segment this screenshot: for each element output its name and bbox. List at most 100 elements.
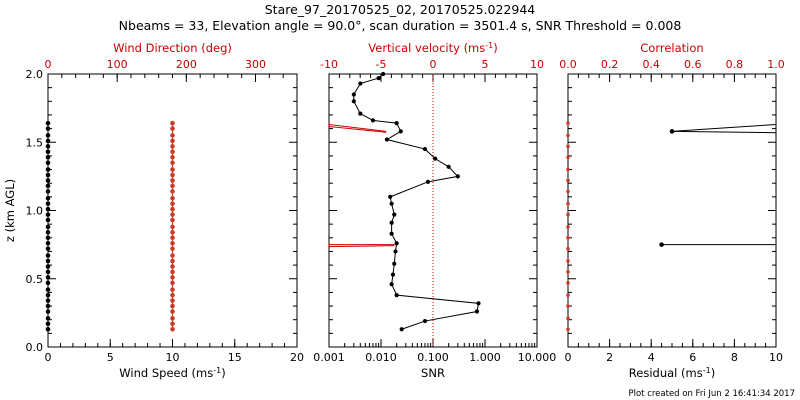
wind-direction-point: [170, 253, 175, 258]
snr-point: [390, 272, 396, 277]
wind-speed-axis-tick-label: 10: [166, 351, 180, 364]
wind-direction-point: [170, 195, 175, 201]
wind-direction-point: [170, 167, 175, 172]
vertical-velocity-segment: [328, 126, 387, 133]
vertical-velocity-axis-tick-label: 0: [430, 58, 437, 71]
residual-axis-tick-label: 4: [648, 351, 655, 364]
snr-point: [446, 164, 451, 169]
residual-segment: [671, 130, 777, 134]
wind-speed-point: [45, 230, 51, 235]
residual-axis-tick-label: 10: [769, 351, 783, 364]
snr-point: [392, 261, 397, 266]
snr-point: [388, 194, 393, 199]
wind-speed-point: [45, 160, 51, 166]
snr-point: [358, 111, 363, 116]
vertical-velocity-segment: [328, 245, 395, 248]
snr-point: [384, 137, 390, 142]
wind-direction-point: [170, 144, 175, 149]
correlation-point: [566, 121, 570, 125]
wind-direction-point: [170, 316, 175, 321]
correlation-point: [566, 304, 570, 308]
wind-speed-point: [45, 316, 51, 321]
wind-direction-point: [170, 183, 175, 189]
panel-frame-2: [567, 73, 777, 348]
wind-speed-axis-tick-label: 15: [228, 351, 242, 364]
plot-created-footer: Plot created on Fri Jun 2 16:41:34 2017: [628, 389, 795, 399]
wind-direction-point: [170, 309, 175, 314]
wind-speed-point: [45, 189, 51, 194]
wind-direction-point: [170, 149, 175, 155]
snr-axis-tick-label: 0.010: [365, 351, 397, 364]
wind-direction-point: [170, 303, 175, 309]
residual-axis-label: Residual (ms-1): [629, 366, 715, 380]
vertical-velocity-segment: [328, 124, 387, 132]
correlation-axis-tick-label: 0.6: [684, 58, 702, 71]
correlation-point: [566, 155, 570, 160]
y-tick-label: 1.0: [26, 205, 44, 218]
wind-direction-point: [170, 138, 175, 144]
snr-point: [425, 179, 431, 184]
y-axis-label: z (km AGL): [3, 179, 17, 242]
correlation-point: [566, 133, 570, 138]
snr-point: [389, 231, 394, 236]
wind-speed-point: [45, 326, 51, 332]
title-line-2: Nbeams = 33, Elevation angle = 90.0°, sc…: [118, 18, 682, 33]
correlation-axis-tick-label: 1.0: [767, 58, 785, 71]
wind-direction-point: [170, 224, 175, 230]
y-tick-label: 1.5: [26, 136, 44, 149]
snr-profile-line: [353, 73, 480, 330]
correlation-point: [566, 246, 570, 251]
y-tick-label: 0.5: [26, 273, 44, 286]
vertical-velocity-axis-label: Vertical velocity (ms-1): [368, 41, 497, 55]
correlation-point: [566, 144, 570, 149]
wind-speed-point: [45, 149, 51, 155]
snr-point: [433, 156, 438, 161]
snr-point: [394, 241, 399, 246]
wind-speed-axis-tick-label: 0: [45, 351, 52, 364]
wind-speed-point: [45, 172, 51, 178]
wind-speed-point: [45, 275, 51, 280]
wind-direction-point: [170, 160, 175, 166]
snr-point: [370, 118, 376, 123]
title-line-1: Stare_97_20170525_02, 20170525.022944: [264, 2, 536, 17]
wind-speed-point: [45, 154, 51, 160]
wind-speed-point: [45, 217, 51, 223]
wind-speed-point: [45, 224, 51, 230]
snr-point: [392, 212, 397, 217]
wind-direction-point: [170, 212, 175, 217]
snr-point: [399, 327, 404, 332]
residual-axis-tick-label: 8: [731, 351, 738, 364]
wind-direction-point: [170, 292, 175, 298]
wind-direction-point: [170, 258, 175, 264]
correlation-point: [566, 259, 570, 263]
wind-direction-point: [170, 298, 175, 303]
residual-axis-tick-label: 0: [565, 351, 572, 364]
wind-direction-axis-label: Wind Direction (deg): [113, 41, 232, 55]
wind-speed-point: [45, 133, 51, 138]
snr-axis-tick-label: 0.001: [313, 351, 345, 364]
wind-direction-point: [170, 240, 175, 246]
wind-direction-point: [170, 201, 175, 206]
wind-speed-point: [45, 138, 51, 144]
wind-direction-point: [170, 178, 175, 183]
snr-point: [389, 220, 394, 225]
wind-speed-axis-tick-label: 5: [107, 351, 114, 364]
wind-speed-point: [45, 235, 51, 241]
y-tick-label: 2.0: [26, 68, 44, 81]
snr-point: [358, 81, 363, 86]
snr-point: [474, 309, 480, 314]
correlation-point: [566, 270, 570, 274]
residual-point: [659, 242, 664, 247]
snr-point: [476, 301, 481, 306]
snr-point: [389, 201, 394, 206]
wind-direction-point: [170, 230, 175, 235]
wind-speed-point: [45, 246, 51, 252]
text-layer: 0.00.51.01.52.0z (km AGL)0 5 10 15 200 100 200…: [3, 41, 785, 380]
vertical-velocity-axis-tick-label: -10: [320, 58, 338, 71]
wind-speed-point: [45, 126, 51, 131]
correlation-axis-tick-label: 0.0: [559, 58, 577, 71]
wind-direction-point: [170, 235, 175, 241]
panel-frames: [47, 73, 777, 348]
wind-direction-point: [170, 275, 175, 280]
wind-direction-point: [170, 189, 175, 194]
